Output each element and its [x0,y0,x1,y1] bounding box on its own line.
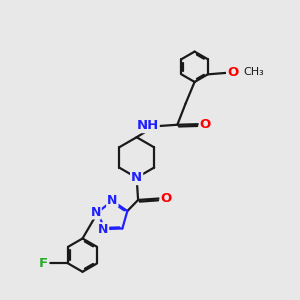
Text: N: N [107,194,118,207]
Text: N: N [90,206,101,218]
Text: N: N [98,223,108,236]
Text: NH: NH [136,119,159,132]
Text: O: O [200,118,211,131]
Text: F: F [39,257,48,270]
Text: CH₃: CH₃ [243,67,264,77]
Text: O: O [227,66,238,80]
Text: N: N [131,171,142,184]
Text: O: O [160,192,172,205]
